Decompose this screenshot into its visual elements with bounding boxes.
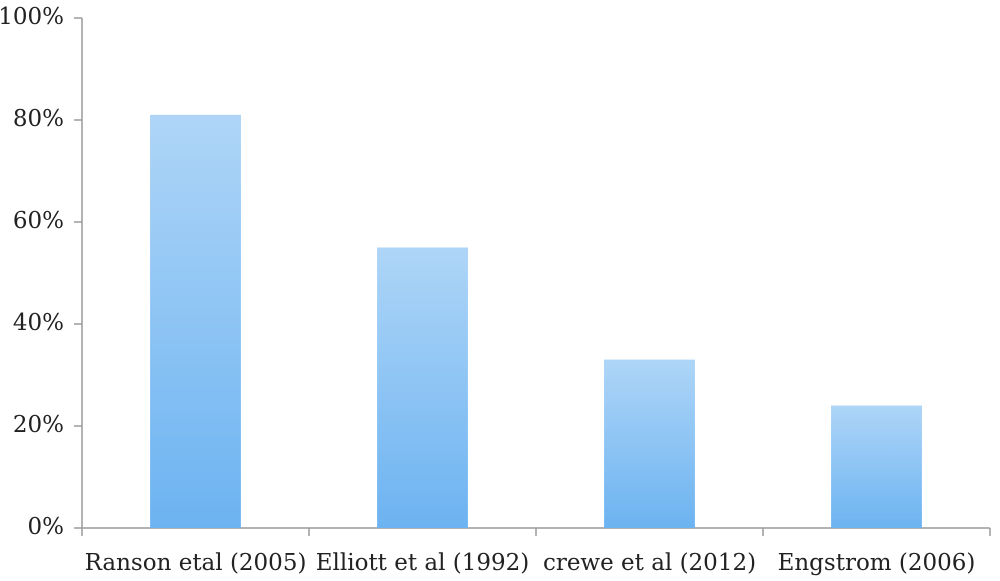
- y-tick-label: 0%: [28, 514, 65, 540]
- y-tick-label: 60%: [13, 208, 64, 234]
- x-tick-label: Engstrom (2006): [778, 550, 976, 576]
- bar-shine: [150, 114, 241, 529]
- bar-shine: [377, 247, 468, 528]
- x-tick-label: crewe et al (2012): [543, 550, 756, 576]
- y-tick-label: 40%: [13, 310, 64, 336]
- bar-shine: [831, 405, 922, 528]
- y-tick-label: 80%: [13, 106, 64, 132]
- y-tick-label: 20%: [13, 412, 64, 438]
- y-tick-label: 100%: [0, 4, 64, 30]
- bar-shine: [604, 359, 695, 528]
- x-tick-label: Ranson etal (2005): [85, 550, 307, 576]
- x-tick-label: Elliott et al (1992): [316, 550, 530, 576]
